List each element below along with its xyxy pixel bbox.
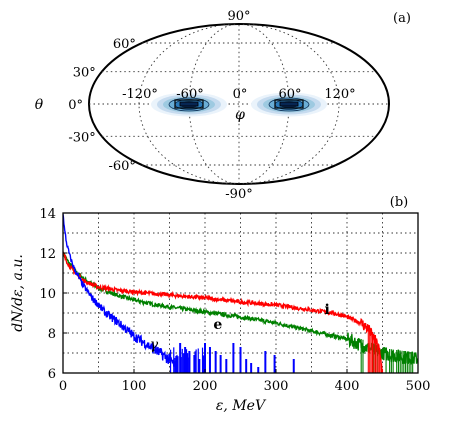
y-tick-label: 10 [39,287,56,302]
lat-tick-label: -30° [68,130,95,145]
x-tick-label: 200 [193,379,218,394]
lat-tick-label: 90° [227,9,250,24]
plot-area [63,214,418,373]
x-tick-label: 500 [406,379,431,394]
series-annotation: e [213,317,222,333]
y-tick-label: 12 [39,247,56,262]
y-axis-label: dN/dε, a.u. [10,254,26,332]
panel-a: -120° -60° 0° 60° 120° 90° 60° 30° 0° -30° -60° -90… [35,9,411,202]
y-tick-label: 6 [48,367,56,382]
series-line-e [63,251,418,365]
lon-tick-label: -60° [176,87,203,102]
lat-tick-label: 60° [113,37,136,52]
lon-tick-label: 0° [233,87,248,102]
x-tick-label: 0 [59,379,67,394]
meridian-line [246,23,340,185]
y-tick-label: 8 [48,327,56,342]
x-tick-label: 300 [264,379,289,394]
x-tick-label: 400 [335,379,360,394]
y-tick-label: 14 [39,207,56,222]
lobe-core [279,101,299,107]
lobe-core-contour [174,99,204,109]
x-axis-label: ε, MeV [216,398,267,414]
lon-tick-label: 120° [324,87,355,102]
lobe-core [179,101,199,107]
lon-tick-label: 60° [278,87,301,102]
lat-tick-label: -60° [108,159,135,174]
panel-b-label: (b) [390,195,408,210]
series-line-gamma [63,214,178,373]
theta-axis-label: θ [35,97,44,113]
lat-tick-label: -90° [225,187,252,202]
x-tick-label: 100 [122,379,147,394]
lon-tick-label: -120° [122,87,158,102]
series-annotation: i [324,302,329,318]
lat-tick-label: 30° [73,66,96,81]
panel-a-label: (a) [393,11,411,26]
phi-axis-label: φ [235,107,245,123]
lobe-core-contour [274,99,304,109]
meridian-line [138,23,232,185]
series-annotation: γ [150,337,159,353]
panel-b: 0 100 200 300 400 500 6 8 10 12 14 i e γ ε, MeV dN/dε, … [10,195,430,414]
lat-tick-label: 0° [68,98,83,113]
series-line-i [63,251,383,373]
